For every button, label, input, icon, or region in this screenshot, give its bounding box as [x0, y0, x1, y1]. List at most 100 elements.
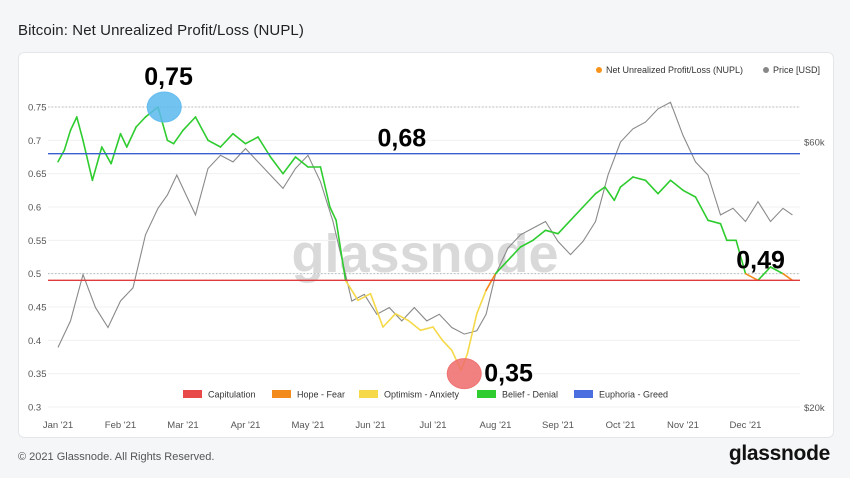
zone-legend-swatch [359, 390, 378, 398]
nupl-segment [694, 196, 709, 222]
nupl-segment [744, 272, 759, 282]
nupl-segment [126, 126, 137, 148]
nupl-segment [532, 229, 547, 242]
nupl-segment [63, 129, 72, 152]
nupl-segment [432, 326, 444, 342]
nupl-segment [604, 186, 616, 202]
nupl-segment [382, 312, 397, 328]
y-tick-label: 0.5 [28, 269, 41, 280]
annotations: 0,75 0,68 0,35 0,49 [144, 63, 785, 390]
nupl-segment [135, 116, 147, 128]
nupl-segment [172, 129, 184, 145]
value-annotation: 0,68 [378, 125, 427, 153]
nupl-segment [319, 166, 331, 208]
nupl-segment [219, 132, 234, 148]
zone-legend-swatch [574, 390, 593, 398]
nupl-segment [466, 312, 478, 355]
y-tick-label: 0.35 [28, 369, 47, 380]
nupl-segment [269, 156, 284, 175]
nupl-segment [519, 239, 534, 248]
value-annotation: 0,49 [736, 246, 785, 274]
x-tick-label: Mar '21 [167, 420, 198, 431]
nupl-segment [485, 272, 497, 292]
x-tick-label: Jun '21 [355, 420, 385, 431]
glassnode-logo: glassnode [728, 442, 830, 465]
nupl-segment [669, 179, 684, 192]
nupl-segment [69, 116, 78, 132]
nupl-segment [357, 292, 372, 302]
nupl-segment [507, 246, 522, 262]
zone-legend-label: Euphoria - Greed [599, 390, 668, 400]
nupl-segment [194, 116, 209, 142]
x-tick-label: Apr '21 [231, 420, 261, 431]
nupl-segment [91, 146, 103, 182]
zone-legend-label: Capitulation [208, 390, 256, 400]
nupl-segment [101, 146, 112, 165]
series-legend-label: Price [USD] [773, 65, 820, 75]
value-annotation: 0,75 [144, 63, 193, 91]
nupl-segment [632, 176, 647, 182]
y-tick-label: 0.75 [28, 103, 47, 114]
y-tick-label: 0.6 [28, 203, 41, 214]
legend: Net Unrealized Profit/Loss (NUPL) Price [… [183, 65, 820, 400]
nupl-segment [735, 239, 747, 275]
nupl-segment [207, 139, 222, 148]
nupl-segment [582, 192, 597, 208]
nupl-segment [329, 206, 337, 222]
page-title: Bitcoin: Net Unrealized Profit/Loss (NUP… [18, 22, 304, 39]
nupl-segment [57, 149, 66, 163]
nupl-segment [335, 219, 347, 282]
axes: 0.75 0.7 0.65 0.6 0.55 0.5 0.45 0.4 0.35 0.3 $60k $… [28, 103, 825, 432]
nupl-segment [594, 186, 606, 195]
nupl-segment [494, 259, 509, 275]
series-legend-label: Net Unrealized Profit/Loss (NUPL) [606, 65, 743, 75]
highlight-bubble [446, 358, 482, 390]
watermark: glassnode [291, 224, 558, 284]
x-tick-label: Oct '21 [606, 420, 636, 431]
zone-legend-label: Belief - Denial [502, 390, 558, 400]
nupl-segment [119, 132, 128, 148]
nupl-segment [344, 279, 359, 302]
price-line [57, 101, 793, 348]
x-tick-label: Jul '21 [419, 420, 446, 431]
nupl-segment [557, 219, 572, 235]
nupl-segment [719, 222, 728, 242]
nupl-segment [769, 266, 784, 275]
x-tick-label: Feb '21 [105, 420, 136, 431]
nupl-segment [76, 116, 84, 142]
x-tick-label: May '21 [292, 420, 325, 431]
nupl-segment [294, 156, 309, 168]
copyright-notice: © 2021 Glassnode. All Rights Reserved. [18, 451, 215, 463]
series-legend-marker [596, 67, 602, 73]
nupl-segment [619, 176, 634, 188]
zone-legend-swatch [183, 390, 202, 398]
zone-legend-label: Hope - Fear [297, 390, 345, 400]
nupl-segment [475, 289, 487, 315]
nupl-segment [441, 339, 453, 352]
nupl-segment [657, 179, 672, 195]
x-tick-label: Sep '21 [542, 420, 574, 431]
price-tick-label: $20k [804, 403, 825, 414]
nupl-segment [82, 139, 94, 182]
y-tick-label: 0.4 [28, 336, 41, 347]
y-tick-label: 0.7 [28, 136, 41, 147]
highlight-bubble [146, 91, 182, 123]
x-tick-label: Dec '21 [730, 420, 762, 431]
nupl-segment [182, 116, 197, 132]
zone-legend-swatch [272, 390, 291, 398]
nupl-segment [707, 219, 722, 225]
nupl-segment [544, 229, 559, 235]
nupl-segment [244, 136, 259, 145]
nupl-segment [369, 292, 384, 328]
y-tick-label: 0.65 [28, 169, 47, 180]
value-annotation: 0,35 [484, 360, 533, 388]
nupl-segment [407, 319, 422, 332]
y-tick-label: 0.3 [28, 403, 41, 414]
y-tick-label: 0.55 [28, 236, 47, 247]
nupl-segment [644, 179, 659, 195]
nupl-segment [166, 139, 175, 145]
grid [48, 106, 800, 408]
zone-legend-label: Optimism - Anxiety [384, 390, 460, 400]
nupl-segment [613, 186, 622, 202]
